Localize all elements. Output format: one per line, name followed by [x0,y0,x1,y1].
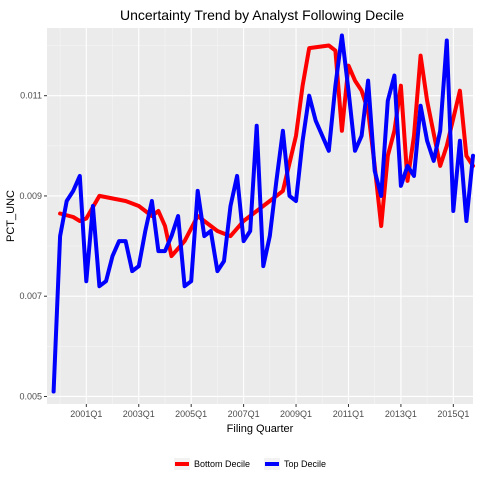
chart-title: Uncertainty Trend by Analyst Following D… [120,7,404,23]
y-tick-label: 0.011 [20,91,42,101]
x-tick-label: 2007Q1 [228,409,260,419]
legend-label-top-decile: Top Decile [284,459,326,469]
x-tick-label: 2003Q1 [123,409,155,419]
x-axis-ticks: 2001Q1 2003Q1 2005Q1 2007Q1 2009Q1 2011Q1 2013… [70,404,469,419]
x-tick-label: 2015Q1 [437,409,469,419]
grid-minor [47,28,473,404]
x-tick-label: 2005Q1 [175,409,207,419]
x-tick-label: 2009Q1 [280,409,312,419]
x-tick-label: 2013Q1 [385,409,417,419]
y-axis-title: PCT_UNC [5,190,17,242]
x-tick-label: 2001Q1 [70,409,102,419]
y-tick-label: 0.005 [19,391,42,401]
series-line-top-decile [51,33,475,394]
y-tick-label: 0.007 [19,291,42,301]
series-layer [51,33,475,394]
x-tick-label: 2011Q1 [333,409,364,419]
x-axis-title: Filing Quarter [227,423,294,435]
y-axis-ticks: 0.005 0.007 0.009 0.011 [19,91,47,401]
y-tick-label: 0.009 [19,191,42,201]
legend: Bottom Decile Top Decile [174,458,326,470]
legend-label-bottom-decile: Bottom Decile [194,459,250,469]
